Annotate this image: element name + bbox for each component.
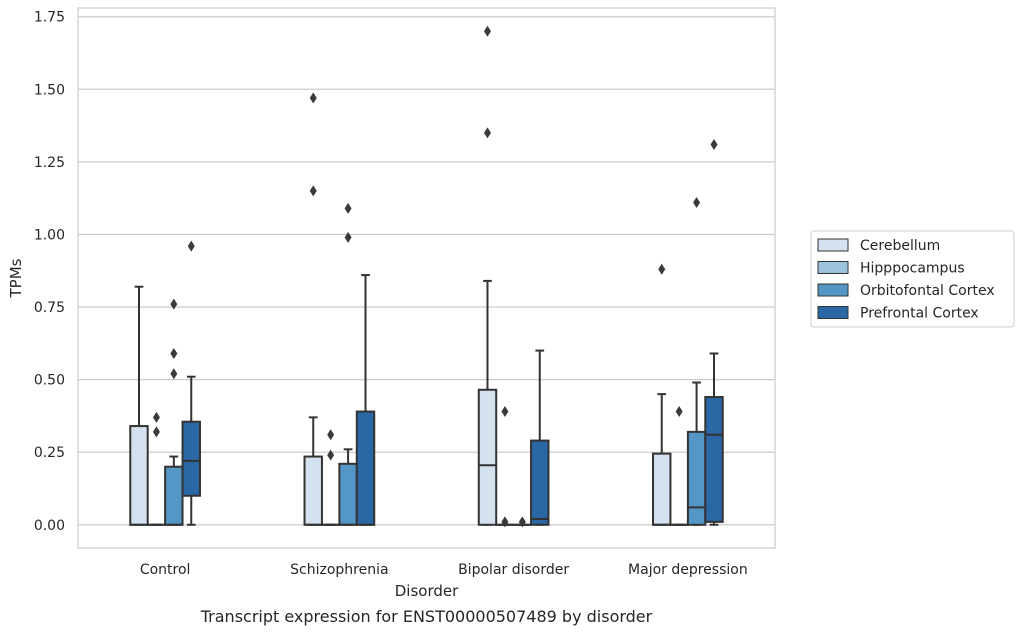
- outlier-point: [344, 231, 352, 243]
- legend-label: Prefrontal Cortex: [860, 306, 979, 322]
- outlier-point: [152, 411, 160, 423]
- box-group: [477, 25, 498, 526]
- y-axis-title: TPMs: [7, 258, 25, 298]
- outlier-point: [675, 406, 683, 418]
- plot-frame: [77, 7, 776, 549]
- y-tick-label: 0.50: [34, 373, 65, 389]
- box: [164, 465, 184, 526]
- box-group: [181, 240, 201, 526]
- y-tick-label: 1.00: [34, 227, 65, 243]
- box-group: [164, 298, 184, 526]
- outlier-point: [518, 516, 526, 528]
- y-tick-label: 1.75: [34, 10, 65, 26]
- box-group: [146, 411, 167, 526]
- legend-frame: [810, 230, 1015, 328]
- box: [338, 462, 358, 526]
- x-tick-label: Bipolar disorder: [458, 562, 569, 578]
- outlier-point: [501, 406, 509, 418]
- x-axis-title: Disorder: [395, 582, 459, 600]
- box: [686, 430, 707, 526]
- legend-swatch: [817, 261, 849, 274]
- outlier-point: [309, 185, 317, 197]
- legend-label: Hipppocampus: [860, 261, 965, 277]
- box-group: [355, 274, 376, 526]
- outlier-point: [483, 25, 491, 37]
- box: [530, 439, 550, 526]
- legend-swatch: [817, 306, 849, 319]
- box-group: [686, 197, 707, 526]
- box: [181, 420, 201, 497]
- box-group: [512, 516, 533, 528]
- outlier-point: [344, 202, 352, 214]
- outlier-point: [187, 240, 195, 252]
- box: [355, 410, 376, 526]
- legend-label: Cerebellum: [860, 238, 940, 254]
- x-tick-label: Control: [140, 562, 191, 578]
- outlier-point: [710, 138, 718, 150]
- box-group: [338, 202, 358, 526]
- y-tick-label: 0.25: [34, 445, 65, 461]
- outlier-point: [309, 92, 317, 104]
- outlier-point: [693, 197, 701, 209]
- box-group: [704, 138, 724, 526]
- outlier-point: [170, 298, 178, 310]
- chart-caption: Transcript expression for ENST0000050748…: [200, 607, 653, 626]
- legend-label: Orbitofontal Cortex: [860, 283, 995, 299]
- outlier-point: [327, 449, 335, 461]
- box-group: [129, 285, 149, 526]
- legend: Cerebellum Hipppocampus Orbitofontal Corte…: [810, 230, 1015, 328]
- x-tick-label: Major depression: [628, 562, 748, 578]
- outlier-point: [501, 516, 509, 528]
- box-group: [495, 406, 515, 528]
- box: [652, 452, 672, 526]
- outlier-point: [658, 263, 666, 275]
- legend-swatch: [817, 238, 849, 252]
- y-tick-label: 0.75: [34, 300, 65, 316]
- box: [303, 455, 323, 526]
- outlier-point: [483, 127, 491, 139]
- box-plots: [129, 25, 724, 528]
- y-tick-label: 1.50: [34, 82, 65, 98]
- box: [129, 425, 149, 526]
- box-group: [652, 263, 672, 526]
- box: [704, 396, 724, 523]
- x-tick-labels: Control Schizophrenia Bipolar disorder Majo…: [140, 562, 748, 578]
- box-group: [320, 429, 341, 526]
- outlier-point: [170, 347, 178, 359]
- legend-swatch: [817, 283, 849, 297]
- box-group: [303, 92, 323, 526]
- outlier-point: [152, 426, 160, 438]
- box-group: [530, 349, 550, 526]
- box-group: [669, 406, 689, 526]
- x-tick-label: Schizophrenia: [290, 562, 388, 578]
- outlier-point: [170, 368, 178, 380]
- outlier-point: [327, 429, 335, 441]
- y-tick-labels: 0.00 0.25 0.50 0.75 1.00 1.25 1.50 1.75: [34, 10, 65, 534]
- y-tick-label: 1.25: [34, 155, 65, 171]
- box: [477, 388, 498, 526]
- y-tick-label: 0.00: [34, 518, 65, 534]
